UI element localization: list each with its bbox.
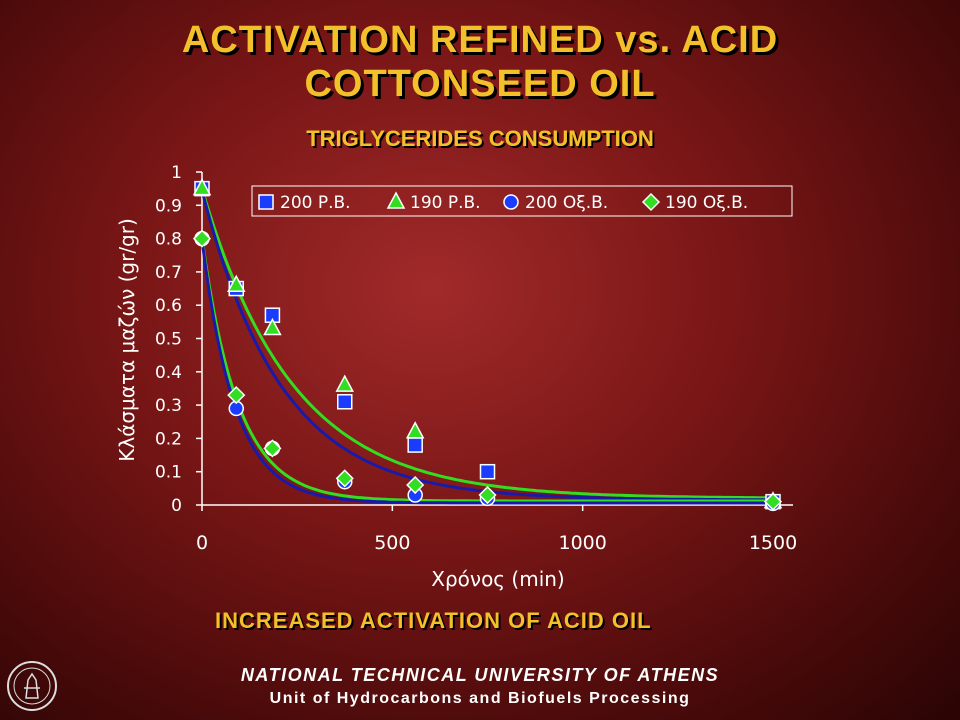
legend-marker-3 [503,194,519,210]
data-point-series-2 [405,421,425,439]
title-line-2: COTTONSEED OIL [304,63,656,105]
data-point-series-2 [263,317,282,336]
data-point-series-1 [407,437,423,453]
fit-curve-200-ox [200,239,773,505]
x-tick-label: 0 [196,532,208,554]
legend-box [251,185,793,217]
legend-label-3: 200 Οξ.Β. [525,193,608,213]
x-axis-label: Χρόνος (min) [431,567,564,591]
y-tick-label: 0.9 [155,196,182,216]
footer-university: NATIONAL TECHNICAL UNIVERSITY OF ATHENS [240,665,720,685]
data-point-series-2 [227,274,246,292]
data-point-series-4 [192,229,212,248]
y-tick-label: 0.4 [155,363,182,383]
activation-note: INCREASED ACTIVATION OF ACID OIL [215,608,652,633]
data-point-series-4 [478,485,497,505]
data-point-series-2 [335,374,354,392]
footer-unit: Unit of Hydrocarbons and Biofuels Proces… [269,690,691,707]
fit-curve-190-pb [200,188,774,500]
data-point-series-1 [337,394,353,410]
x-tick-label: 1500 [749,532,797,554]
y-tick-label: 0 [171,496,182,516]
legend-label-2: 190 Ρ.Β. [410,193,481,213]
title-line-1: ACTIVATION REFINED vs. ACID [181,19,779,61]
legend-marker-2 [386,191,406,209]
data-point-series-4 [263,439,282,458]
slide-title: ACTIVATION REFINED vs. ACID COTTONSEED O… [0,18,960,106]
x-tick-label: 1000 [558,532,606,554]
fit-curve-190-ox [200,237,773,503]
data-point-series-2 [192,178,212,196]
university-seal-logo [7,661,57,711]
y-tick-label: 0.8 [155,230,182,250]
data-point-series-4 [763,492,783,511]
legend-label-4: 190 Οξ.Β. [665,193,748,213]
data-point-series-4 [406,475,425,495]
legend-marker-1 [258,194,274,210]
y-tick-label: 0.6 [155,296,182,316]
y-tick-label: 0.7 [155,263,182,283]
y-tick-label: 0.2 [155,429,182,449]
y-axis-label: Κλάσματα μαζών (gr/gr) [115,218,139,462]
data-point-series-4 [335,469,354,488]
data-point-series-1 [479,463,496,480]
legend-marker-4 [641,192,661,212]
x-tick-label: 500 [374,532,410,554]
y-tick-label: 0.5 [155,330,182,350]
legend-label-1: 200 Ρ.Β. [280,193,351,213]
chart-title: TRIGLYCERIDES CONSUMPTION [306,126,654,151]
y-tick-label: 0.3 [155,396,182,416]
y-tick-label: 0.1 [155,463,182,483]
fit-curve-200-pb [200,189,773,502]
data-point-series-4 [227,386,246,405]
y-tick-label: 1 [171,163,182,183]
